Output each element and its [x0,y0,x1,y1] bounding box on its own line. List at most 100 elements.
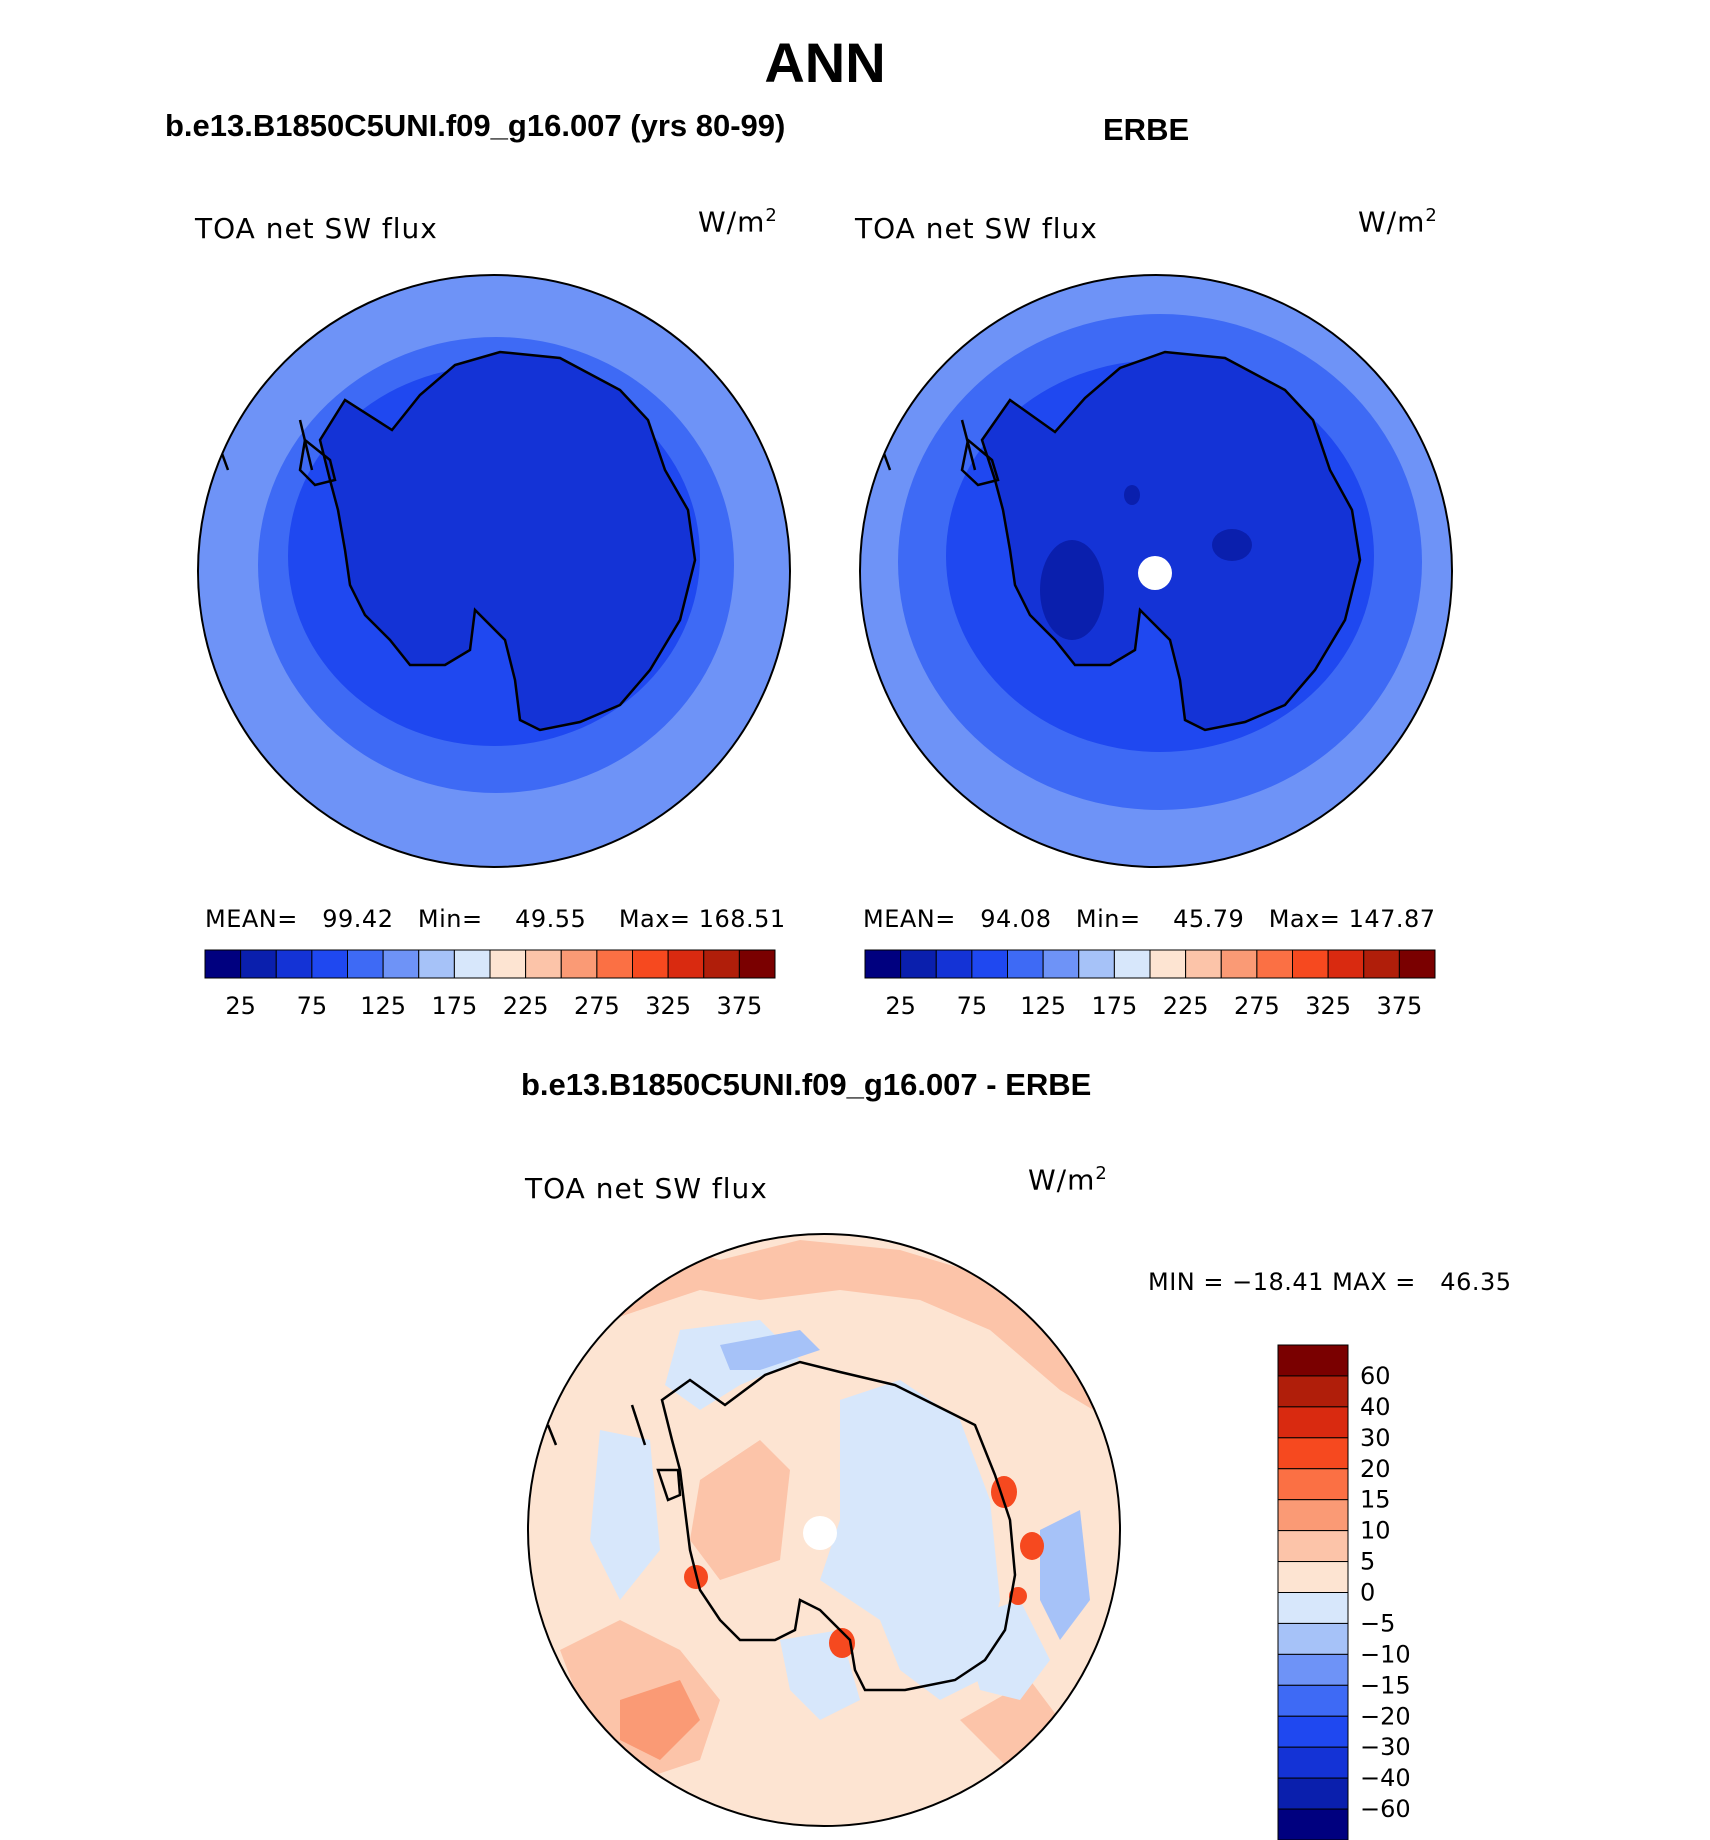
colorbar-model: 25 75 125 175 225 275 325 375 [204,949,776,1020]
colorbar-tick-label: 60 [1360,1362,1391,1390]
colorbar-swatch [1363,949,1400,979]
colorbar-swatch [900,949,937,979]
colorbar-swatch [1277,1437,1349,1470]
colorbar-swatch [1277,1530,1349,1563]
colorbar-tick-label: 175 [431,992,477,1020]
colorbar-tick-label: 25 [885,992,916,1020]
colorbar-tick-label: 325 [645,992,691,1020]
colorbar-swatch [275,949,313,979]
colorbar-swatch [1007,949,1044,979]
colorbar-swatch [1185,949,1222,979]
colorbar-swatch [1256,949,1293,979]
colorbar-swatch [1277,1653,1349,1686]
colorbar-swatch [1149,949,1187,979]
colorbar-swatch [560,949,598,979]
diff-panel-units: W/m2 [1028,1163,1108,1197]
diff-map-border [527,1233,1121,1827]
colorbar-tick-label: 275 [574,992,620,1020]
colorbar-swatch [1277,1375,1349,1408]
colorbar-swatch [667,949,705,979]
colorbar-swatch [1042,949,1080,979]
colorbar-swatch [489,949,527,979]
colorbar-swatch [1277,1468,1349,1501]
colorbar-tick-label: 375 [1376,992,1422,1020]
colorbar-tick-label: 30 [1360,1424,1391,1452]
colorbar-swatch [1398,949,1436,979]
colorbar-swatch [632,949,669,979]
colorbar-tick-label: −60 [1360,1795,1411,1823]
colorbar-swatch [525,949,562,979]
colorbar-tick-label: 0 [1360,1579,1375,1607]
colorbar-diff: 60 40 30 20 15 10 5 0−5 −10 −15 −20 −30 −40 −60 [1277,1344,1411,1840]
diff-map [528,1234,1120,1826]
diff-coastline [546,1360,1017,1692]
colorbar-tick-label: 175 [1091,992,1137,1020]
colorbar-swatch [1277,1406,1349,1439]
colorbar-swatch [1277,1715,1349,1748]
colorbar-swatch [1277,1777,1349,1810]
colorbar-tick-label: 5 [1360,1548,1375,1576]
colorbar-tick-label: 225 [1163,992,1209,1020]
colorbar-swatch [1292,949,1329,979]
colorbar-swatch [418,949,455,979]
colorbar-swatch [971,949,1008,979]
colorbar-swatch [864,949,902,979]
colorbar-swatch [240,949,277,979]
colorbar-swatch [1078,949,1115,979]
colorbar-swatch [1277,1808,1349,1840]
panel-obs-stats: MEAN= 94.08 Min= 45.79 Max= 147.87 [863,905,1436,933]
colorbar-tick-label: −20 [1360,1702,1411,1730]
colorbar-swatch [382,949,420,979]
colorbar-swatch [1277,1622,1349,1655]
colorbar-tick-label: 10 [1360,1517,1391,1545]
colorbar-tick-label: −5 [1360,1609,1395,1637]
colorbar-swatch [1277,1746,1349,1779]
colorbar-swatch [738,949,776,979]
panel-model-variable: TOA net SW flux [195,212,438,245]
colorbar-obs: 25 75 125 175 225 275 325 375 [864,949,1436,1020]
colorbar-swatch [1220,949,1258,979]
panel-model-title: b.e13.B1850C5UNI.f09_g16.007 (yrs 80-99) [165,108,786,143]
page-title: ANN [764,31,886,94]
colorbar-swatch [1277,1499,1349,1532]
colorbar-tick-label: 25 [225,992,256,1020]
colorbar-swatch [311,949,348,979]
colorbar-tick-label: 125 [1020,992,1066,1020]
panel-model-units: W/m2 [698,205,778,239]
colorbar-swatch [1113,949,1151,979]
colorbar-tick-label: −10 [1360,1640,1411,1668]
colorbar-tick-label: 75 [957,992,988,1020]
colorbar-tick-label: 20 [1360,1455,1391,1483]
colorbar-swatch [1327,949,1365,979]
colorbar-swatch [347,949,384,979]
diff-minmax: MIN = −18.41 MAX = 46.35 [1148,1268,1512,1296]
colorbar-tick-label: 15 [1360,1486,1391,1514]
colorbar-swatch [204,949,242,979]
colorbar-tick-label: 225 [503,992,549,1020]
model-map [198,275,790,867]
colorbar-swatch [935,949,973,979]
obs-map [860,275,1452,867]
colorbar-tick-label: 275 [1234,992,1280,1020]
panel-obs-variable: TOA net SW flux [855,212,1098,245]
colorbar-swatch [453,949,491,979]
colorbar-tick-label: 375 [716,992,762,1020]
colorbar-tick-label: −40 [1360,1764,1411,1792]
colorbar-tick-label: 75 [297,992,328,1020]
diff-panel-title: b.e13.B1850C5UNI.f09_g16.007 - ERBE [521,1067,1092,1102]
colorbar-swatch [596,949,633,979]
colorbar-swatch [1277,1592,1349,1624]
colorbar-tick-label: 325 [1305,992,1351,1020]
diff-panel-variable: TOA net SW flux [525,1172,768,1205]
obs-map-border [859,274,1453,868]
colorbar-tick-label: −15 [1360,1671,1411,1699]
colorbar-swatch [1277,1684,1349,1717]
panel-model-stats: MEAN= 99.42 Min= 49.55 Max= 168.51 [205,905,786,933]
colorbar-swatch [703,949,740,979]
panel-obs-units: W/m2 [1358,205,1438,239]
colorbar-swatch [1277,1561,1349,1593]
colorbar-tick-label: −30 [1360,1733,1411,1761]
colorbar-swatch [1277,1344,1349,1377]
panel-obs-title: ERBE [1103,112,1190,147]
